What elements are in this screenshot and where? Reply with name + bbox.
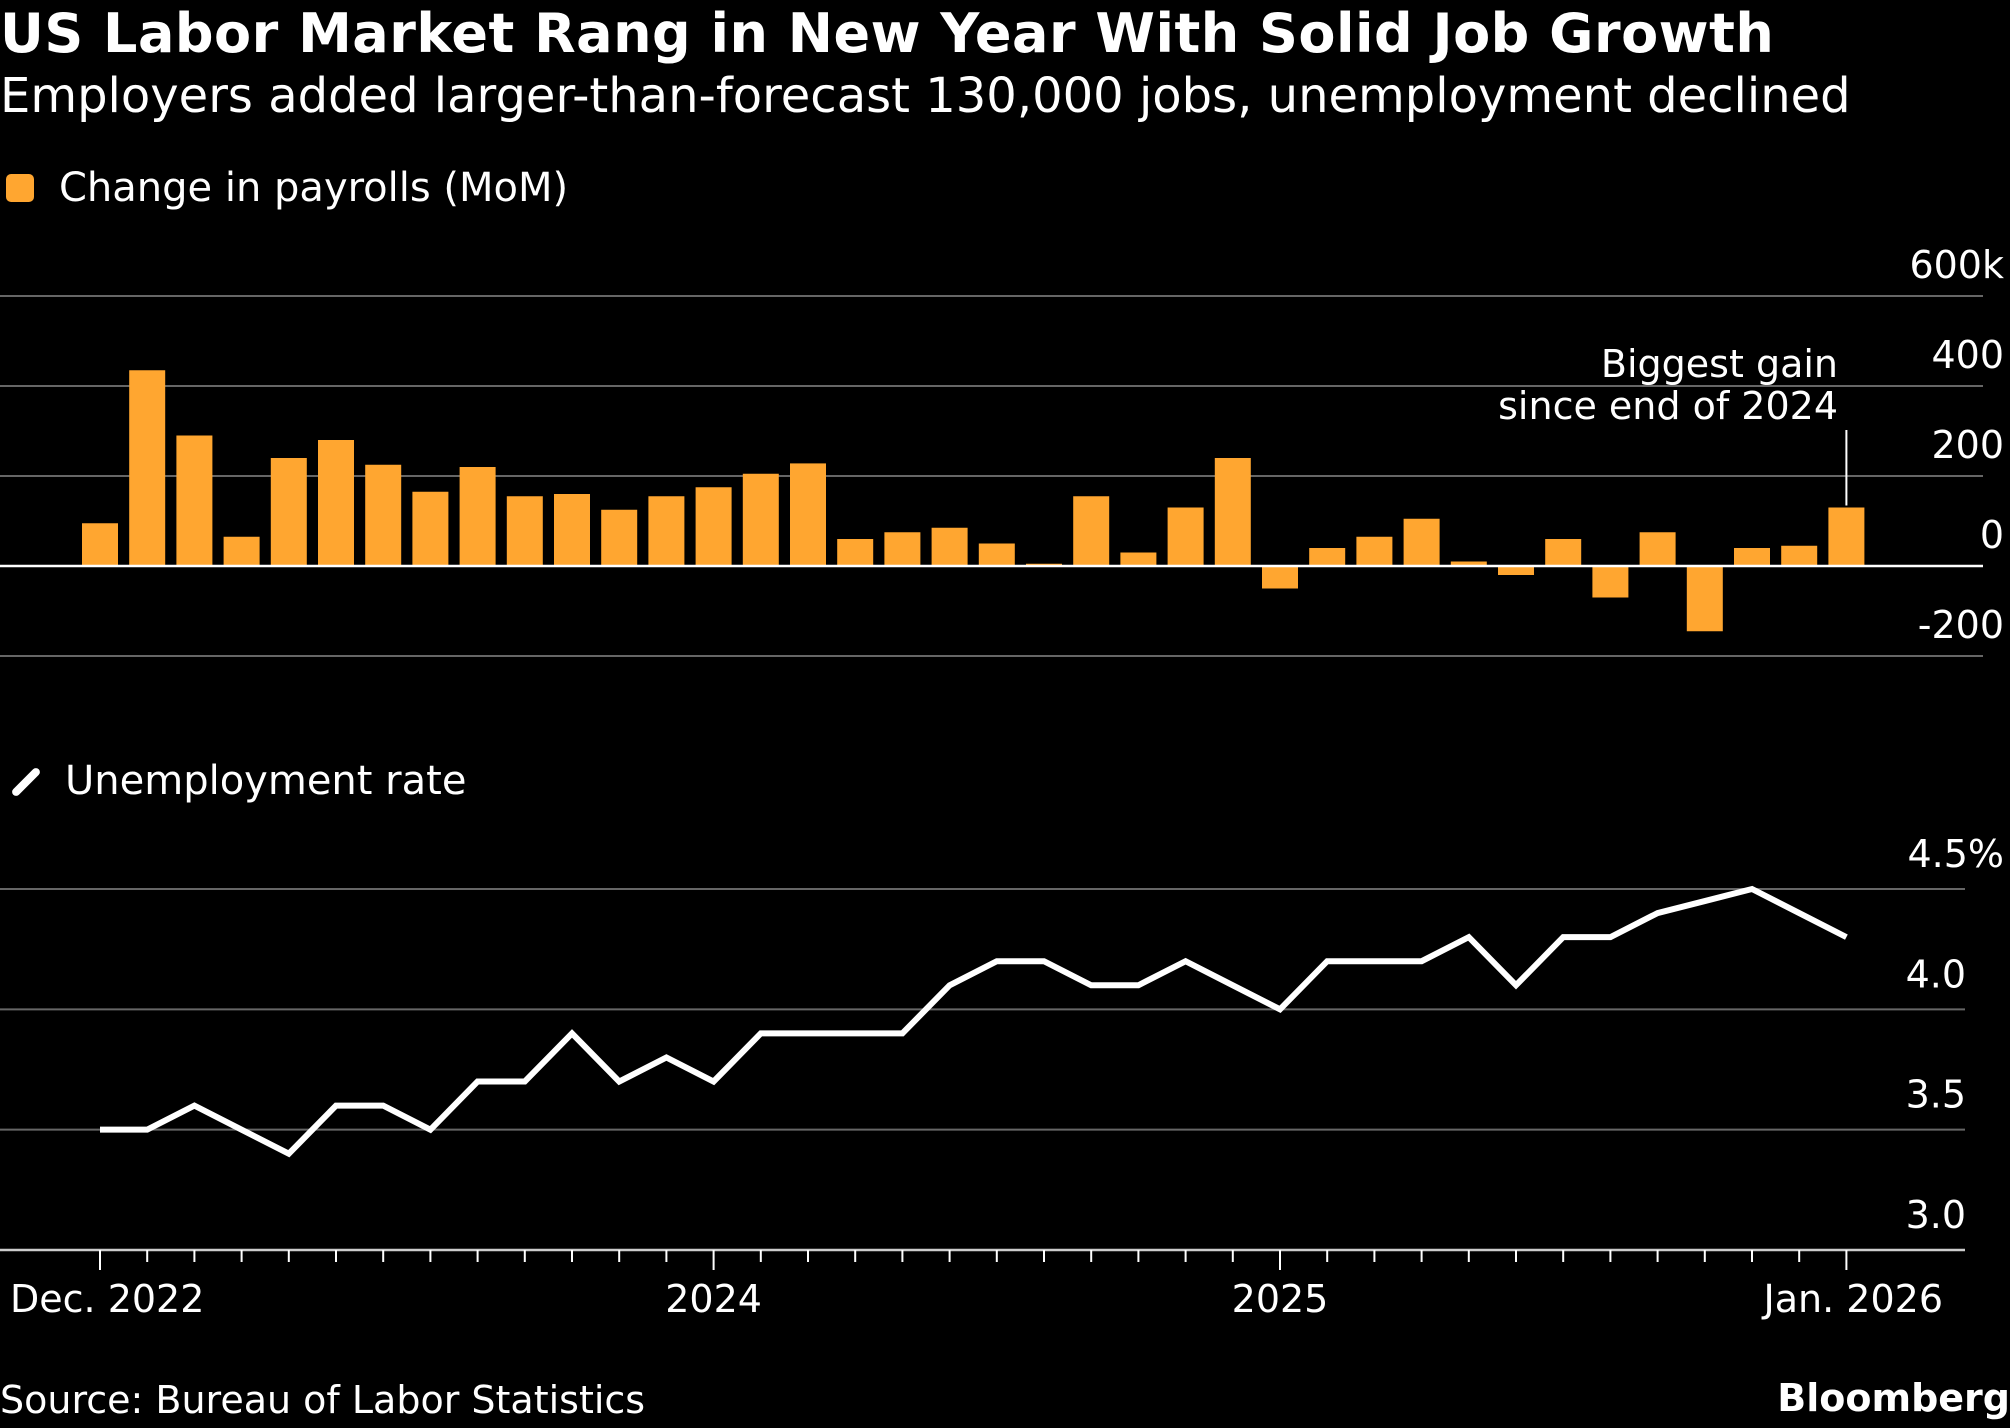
annotation-label: Biggest gain <box>1601 342 1838 386</box>
payroll-bar <box>1167 507 1204 566</box>
x-axis-label: Dec. 2022 <box>10 1277 204 1321</box>
x-axis-label: Jan. 2026 <box>1762 1277 1943 1321</box>
payroll-bar <box>1262 566 1298 589</box>
payroll-bar <box>931 527 968 566</box>
payroll-bar <box>790 463 826 566</box>
chart-subtitle: Employers added larger-than-forecast 130… <box>0 68 1851 124</box>
payroll-bar <box>1356 536 1393 566</box>
payroll-bar <box>129 370 166 566</box>
payroll-bar <box>1686 566 1723 632</box>
payroll-bar <box>554 494 590 566</box>
bar-tick-label: 400 <box>1931 333 2004 377</box>
payroll-bar <box>459 467 496 566</box>
line-tick-label: 4.5% <box>1907 832 2004 876</box>
payroll-bar <box>1734 548 1770 566</box>
payroll-bar <box>1403 518 1440 566</box>
payroll-bar <box>412 491 449 566</box>
payroll-bar <box>1073 496 1110 566</box>
payroll-bar <box>1828 507 1865 566</box>
payroll-bar <box>695 487 732 566</box>
bar-tick-label: 200 <box>1931 423 2004 467</box>
payroll-bar <box>1214 458 1251 566</box>
payroll-bar <box>884 532 921 566</box>
payroll-bar <box>365 464 402 566</box>
payroll-bar <box>1592 566 1629 598</box>
legend-payrolls: Change in payrolls (MoM) <box>6 165 568 211</box>
bar-tick-label: -200 <box>1918 603 2004 647</box>
legend-payrolls-label: Change in payrolls (MoM) <box>59 165 569 211</box>
payroll-bar <box>176 435 213 566</box>
payroll-bar <box>270 458 307 566</box>
annotation-label: since end of 2024 <box>1498 384 1838 428</box>
payroll-bar <box>223 536 260 566</box>
bar-tick-label: 600k <box>1909 243 2004 287</box>
legend-swatch-bar <box>6 174 34 202</box>
payroll-bar <box>506 496 543 566</box>
payroll-bar <box>837 539 874 566</box>
payroll-bar <box>1450 561 1487 566</box>
chart-title: US Labor Market Rang in New Year With So… <box>0 2 1775 65</box>
payroll-bar <box>978 543 1015 566</box>
payroll-bar <box>1498 566 1534 575</box>
legend-unemployment-label: Unemployment rate <box>65 758 467 804</box>
payroll-bar <box>742 473 779 566</box>
legend-unemployment: Unemployment rate <box>6 758 466 804</box>
bloomberg-logo: Bloomberg <box>1777 1376 2010 1420</box>
payroll-bar <box>601 509 638 566</box>
bar-tick-label: 0 <box>1980 513 2004 557</box>
payroll-bar <box>318 440 354 566</box>
unemployment-line <box>100 885 1848 1158</box>
line-tick-label: 3.0 <box>1906 1193 1966 1237</box>
payroll-bar <box>1639 532 1676 566</box>
payroll-bar <box>648 496 685 566</box>
payroll-bar <box>1120 552 1157 566</box>
x-axis-label: 2025 <box>1232 1277 1329 1321</box>
line-tick-label: 4.0 <box>1906 952 1966 996</box>
payroll-bar <box>82 523 118 566</box>
payroll-bar <box>1309 548 1346 566</box>
payroll-bar <box>1545 539 1582 566</box>
line-tick-label: 3.5 <box>1906 1073 1966 1117</box>
x-axis-label: 2024 <box>665 1277 762 1321</box>
source-note: Source: Bureau of Labor Statistics <box>0 1378 646 1422</box>
payroll-bar <box>1781 545 1818 566</box>
